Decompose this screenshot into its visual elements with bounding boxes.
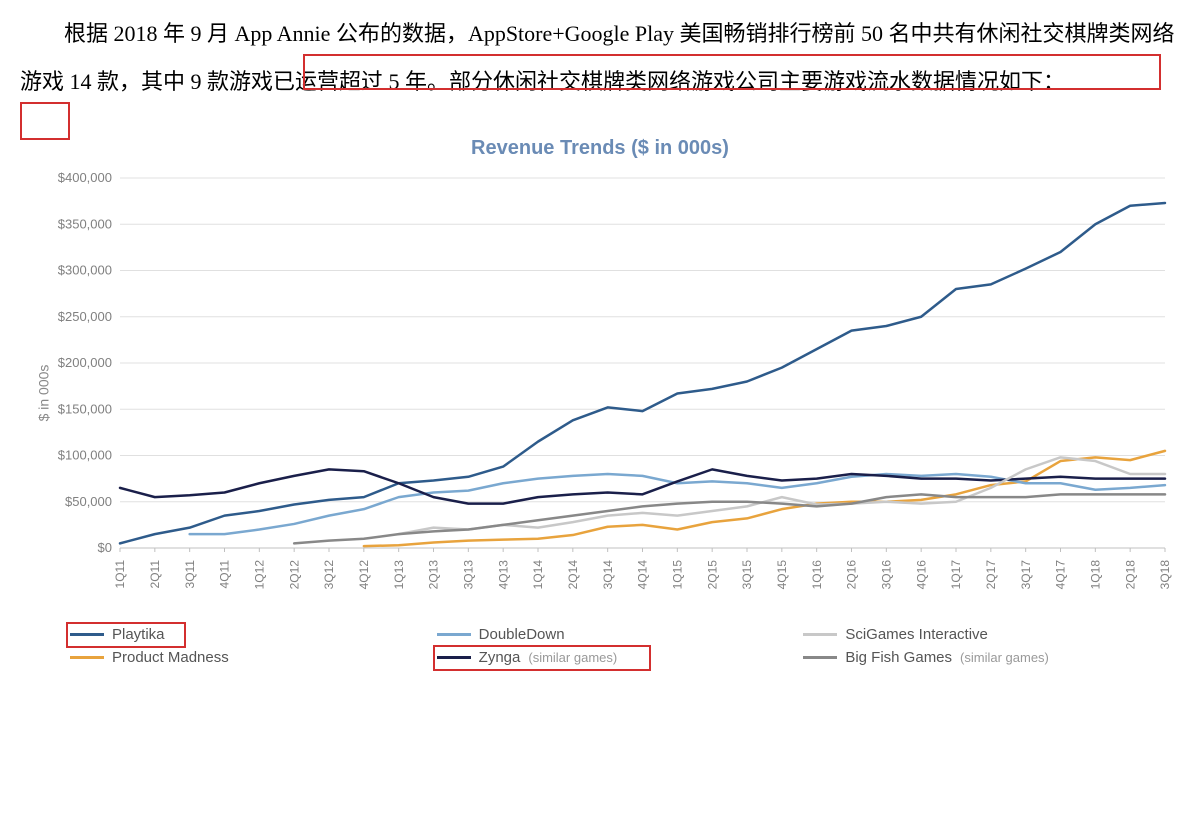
legend-label: Big Fish Games: [845, 649, 952, 666]
svg-text:1Q16: 1Q16: [810, 559, 824, 589]
revenue-chart: Revenue Trends ($ in 000s) $ in 000s $0$…: [20, 137, 1180, 666]
svg-text:4Q16: 4Q16: [914, 559, 928, 589]
svg-text:4Q15: 4Q15: [775, 559, 789, 589]
legend-item-zynga: Zynga (similar games): [437, 649, 804, 666]
svg-text:$350,000: $350,000: [58, 216, 112, 231]
legend-item-playtika: Playtika: [70, 626, 437, 643]
svg-text:$150,000: $150,000: [58, 401, 112, 416]
svg-text:2Q11: 2Q11: [148, 559, 162, 588]
svg-text:$250,000: $250,000: [58, 309, 112, 324]
legend-swatch: [803, 633, 837, 636]
svg-text:1Q14: 1Q14: [531, 559, 545, 589]
svg-text:1Q15: 1Q15: [671, 559, 685, 589]
svg-text:3Q17: 3Q17: [1019, 559, 1033, 589]
legend-label: Playtika: [112, 626, 165, 643]
legend-note: (similar games): [528, 650, 617, 665]
legend-swatch: [70, 633, 104, 636]
svg-text:3Q18: 3Q18: [1158, 559, 1172, 589]
svg-text:3Q14: 3Q14: [601, 559, 615, 589]
svg-text:$50,000: $50,000: [65, 494, 112, 509]
svg-text:3Q13: 3Q13: [462, 559, 476, 589]
highlight-box-text-2: [20, 102, 70, 140]
legend-swatch: [70, 656, 104, 659]
chart-title: Revenue Trends ($ in 000s): [20, 137, 1180, 160]
legend-label: SciGames Interactive: [845, 626, 988, 643]
legend-item-big-fish-games: Big Fish Games (similar games): [803, 649, 1170, 666]
svg-text:2Q18: 2Q18: [1123, 559, 1137, 589]
svg-text:1Q17: 1Q17: [949, 559, 963, 589]
svg-text:1Q18: 1Q18: [1089, 559, 1103, 589]
svg-text:2Q12: 2Q12: [287, 559, 301, 589]
legend-label: Zynga: [479, 649, 521, 666]
svg-text:3Q16: 3Q16: [880, 559, 894, 589]
svg-text:$200,000: $200,000: [58, 355, 112, 370]
svg-text:3Q15: 3Q15: [740, 559, 754, 589]
legend-item-scigames-interactive: SciGames Interactive: [803, 626, 1170, 643]
svg-text:2Q17: 2Q17: [984, 559, 998, 589]
y-axis-label: $ in 000s: [35, 364, 51, 421]
intro-paragraph: 根据 2018 年 9 月 App Annie 公布的数据，AppStore+G…: [20, 10, 1180, 107]
svg-text:3Q12: 3Q12: [322, 559, 336, 589]
svg-text:1Q13: 1Q13: [392, 559, 406, 589]
legend-swatch: [803, 656, 837, 659]
paragraph-text: 根据 2018 年 9 月 App Annie 公布的数据，AppStore+G…: [20, 21, 1175, 94]
svg-text:2Q14: 2Q14: [566, 559, 580, 589]
svg-text:4Q12: 4Q12: [357, 559, 371, 589]
svg-text:2Q13: 2Q13: [427, 559, 441, 589]
legend-swatch: [437, 656, 471, 659]
svg-text:2Q15: 2Q15: [705, 559, 719, 589]
chart-svg: $0 $50,000 $100,000 $150,000 $200,000 $250,00…: [25, 168, 1175, 618]
svg-text:1Q12: 1Q12: [253, 559, 267, 589]
svg-text:3Q11: 3Q11: [183, 559, 197, 588]
svg-text:4Q13: 4Q13: [496, 559, 510, 589]
svg-text:$100,000: $100,000: [58, 447, 112, 462]
chart-legend: Playtika DoubleDown SciGames Interactive Pr…: [70, 626, 1170, 666]
svg-text:$300,000: $300,000: [58, 262, 112, 277]
legend-label: DoubleDown: [479, 626, 565, 643]
chart-plot-area: $ in 000s $0 $50,000 $100,000 $150,000 $200,…: [25, 168, 1175, 618]
legend-note: (similar games): [960, 650, 1049, 665]
svg-text:$0: $0: [98, 540, 112, 555]
svg-text:2Q16: 2Q16: [845, 559, 859, 589]
svg-text:1Q11: 1Q11: [113, 559, 127, 588]
svg-text:4Q17: 4Q17: [1054, 559, 1068, 589]
svg-text:4Q14: 4Q14: [636, 559, 650, 589]
legend-item-doubledown: DoubleDown: [437, 626, 804, 643]
svg-text:4Q11: 4Q11: [218, 559, 232, 588]
legend-label: Product Madness: [112, 649, 229, 666]
legend-swatch: [437, 633, 471, 636]
legend-item-product-madness: Product Madness: [70, 649, 437, 666]
svg-text:$400,000: $400,000: [58, 170, 112, 185]
